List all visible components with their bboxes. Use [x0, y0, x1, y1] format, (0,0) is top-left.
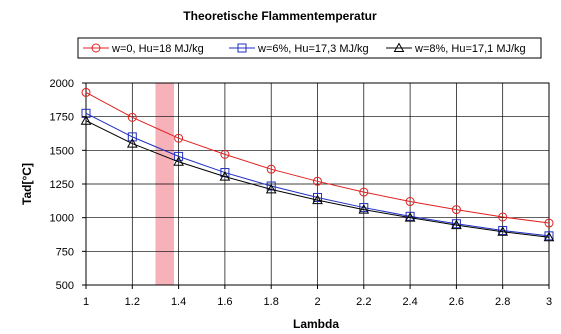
- legend-label: w=6%, Hu=17,3 MJ/kg: [257, 43, 369, 55]
- data-point: [498, 212, 508, 222]
- series-line: [85, 91, 550, 224]
- data-point: [266, 164, 276, 174]
- chart-title: Theoretische Flammentemperatur: [183, 9, 377, 23]
- data-point: [127, 112, 137, 122]
- data-point: [219, 171, 231, 181]
- x-tick-label: 2.6: [449, 296, 464, 308]
- x-tick-label: 1.6: [217, 296, 232, 308]
- data-point: [266, 181, 276, 191]
- x-tick-label: 3: [546, 296, 552, 308]
- y-tick-label: 1750: [50, 112, 74, 124]
- data-point: [265, 183, 277, 194]
- data-point: [127, 132, 137, 142]
- x-tick-label: 2: [314, 296, 320, 308]
- legend-item-3: w=8%, Hu=17,1 MJ/kg: [386, 42, 526, 55]
- data-point: [174, 151, 184, 161]
- data-point: [81, 87, 91, 97]
- x-tick-label: 1.8: [264, 296, 279, 308]
- legend-item-2: w=6%, Hu=17,3 MJ/kg: [229, 43, 369, 55]
- data-point: [313, 192, 322, 202]
- series-line: [85, 112, 550, 237]
- legend-label: w=8%, Hu=17,1 MJ/kg: [414, 43, 526, 55]
- data-point: [404, 212, 416, 222]
- data-point: [358, 204, 370, 214]
- data-point: [497, 226, 509, 236]
- data-point: [174, 133, 184, 143]
- legend-marker: [91, 43, 101, 53]
- x-tick-label: 2.4: [402, 296, 417, 308]
- data-point: [126, 138, 138, 148]
- legend-box: [77, 37, 542, 59]
- plot-area: [80, 82, 555, 286]
- y-tick-label: 1250: [50, 179, 74, 191]
- x-tick-label: 1: [83, 296, 89, 308]
- x-tick-label: 2.2: [356, 296, 371, 308]
- data-point: [220, 149, 230, 159]
- data-point: [359, 187, 369, 197]
- legend: w=0, Hu=18 MJ/kg w=6%, Hu=17,3 MJ/kg w=8%,…: [77, 37, 542, 59]
- data-point: [173, 156, 184, 166]
- x-tick-label: 1.2: [125, 296, 140, 308]
- data-point: [544, 218, 554, 228]
- y-tick-label: 750: [56, 246, 74, 258]
- data-point: [451, 219, 462, 230]
- y-tick-label: 2000: [50, 78, 74, 90]
- series-line: [85, 120, 550, 238]
- y-tick-label: 1000: [50, 213, 74, 225]
- legend-marker: [393, 42, 405, 52]
- legend-item-1: w=0, Hu=18 MJ/kg: [83, 43, 204, 55]
- y-tick-label: 1500: [50, 145, 74, 157]
- y-axis-title: Tad[°C]: [20, 163, 34, 205]
- series-3: [80, 115, 555, 242]
- y-tick-label: 500: [56, 280, 74, 292]
- data-point: [313, 176, 322, 186]
- data-point: [405, 197, 415, 207]
- data-point: [543, 231, 555, 242]
- x-tick-label: 1.4: [171, 296, 186, 308]
- legend-label: w=0, Hu=18 MJ/kg: [111, 43, 204, 55]
- data-point: [81, 108, 91, 118]
- data-point: [80, 115, 92, 125]
- series-1: [81, 87, 554, 228]
- x-axis-title: Lambda: [293, 317, 339, 331]
- data-point: [451, 205, 461, 215]
- data-point: [359, 203, 369, 213]
- legend-marker: [237, 43, 247, 53]
- x-tick-label: 2.8: [495, 296, 510, 308]
- data-point: [312, 194, 323, 205]
